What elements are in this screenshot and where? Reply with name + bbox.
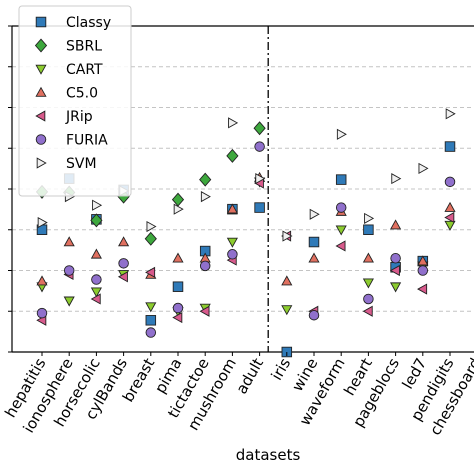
point-jrip [90, 293, 101, 305]
point-furia [36, 307, 48, 319]
point-svm [255, 173, 266, 185]
point-svm [92, 199, 103, 211]
x-tick-label: adult [232, 355, 267, 397]
legend-label: C5.0 [66, 86, 98, 102]
point-svm [391, 173, 402, 185]
point-cart [145, 302, 157, 313]
legend-label: CART [66, 62, 103, 78]
point-jrip [417, 283, 428, 295]
point-c5-0 [63, 236, 75, 247]
point-furia [145, 327, 157, 338]
point-svm [336, 128, 347, 140]
point-sbrl [253, 121, 266, 136]
point-furia [91, 274, 102, 285]
point-svm [228, 117, 239, 129]
point-classy [172, 281, 184, 292]
point-classy [308, 236, 320, 248]
point-svm [364, 212, 375, 224]
legend-label: Classy [66, 15, 111, 31]
x-tick-label: iris [268, 355, 295, 383]
point-furia [118, 258, 129, 269]
legend-marker [35, 86, 47, 97]
x-tick-labels: hepatitisionospherehorsecoliccylBandsbre… [1, 352, 474, 438]
legend-marker [35, 16, 47, 28]
point-sbrl [199, 172, 212, 187]
point-c5-0 [362, 252, 374, 263]
point-furia [308, 309, 320, 321]
point-jrip [444, 211, 455, 224]
point-furia [172, 302, 184, 314]
point-svm [37, 217, 48, 229]
point-svm [418, 162, 429, 174]
point-furia [335, 202, 347, 213]
point-cart [335, 225, 347, 236]
point-furia [363, 293, 374, 305]
point-furia [444, 176, 456, 188]
point-jrip [172, 311, 183, 324]
point-svm [146, 220, 157, 233]
point-c5-0 [118, 236, 130, 247]
point-cart [63, 296, 75, 307]
legend-marker [35, 64, 47, 75]
point-sbrl [144, 231, 157, 246]
point-cart [281, 305, 293, 316]
point-cart [226, 237, 238, 248]
legend-marker [34, 38, 48, 53]
point-cart [362, 278, 374, 289]
x-axis-title: datasets [236, 446, 301, 464]
point-sbrl [226, 148, 239, 163]
point-c5-0 [417, 255, 429, 266]
point-sbrl [171, 192, 185, 207]
point-jrip [117, 271, 128, 283]
point-jrip [389, 264, 400, 277]
point-sbrl [90, 213, 103, 228]
point-c5-0 [281, 275, 293, 286]
legend-label: SBRL [66, 39, 102, 55]
legend-marker [35, 134, 47, 145]
point-c5-0 [172, 252, 184, 263]
point-furia [199, 260, 211, 272]
point-jrip [199, 305, 210, 317]
point-classy [254, 202, 265, 213]
point-cart [390, 282, 402, 293]
legend: Classy SBRL CART C5.0 JRip FURIA SVM [18, 5, 132, 197]
point-classy [363, 224, 374, 235]
point-jrip [335, 240, 346, 252]
point-furia [254, 141, 265, 152]
point-c5-0 [308, 252, 320, 263]
legend-marker [36, 157, 47, 169]
point-furia [227, 249, 238, 260]
legend-label: JRip [65, 109, 93, 125]
point-c5-0 [444, 201, 456, 212]
point-jrip [362, 305, 373, 317]
point-svm [282, 230, 293, 242]
legend-label: FURIA [66, 133, 108, 149]
point-svm [309, 208, 320, 220]
point-c5-0 [90, 248, 102, 259]
legend-box [18, 5, 132, 197]
point-cart [444, 220, 456, 231]
point-classy [335, 174, 347, 185]
point-furia [390, 252, 401, 264]
point-furia [417, 265, 429, 276]
point-svm [200, 191, 211, 203]
point-c5-0 [226, 203, 238, 214]
point-classy [145, 315, 157, 326]
point-jrip [145, 266, 156, 278]
point-cart [90, 287, 102, 298]
point-svm [445, 108, 456, 120]
point-c5-0 [36, 275, 48, 286]
point-svm [173, 203, 184, 215]
legend-marker [35, 110, 46, 122]
legend-label: SVM [66, 156, 97, 172]
point-c5-0 [390, 219, 402, 230]
point-classy [444, 141, 456, 152]
point-furia [63, 265, 75, 276]
